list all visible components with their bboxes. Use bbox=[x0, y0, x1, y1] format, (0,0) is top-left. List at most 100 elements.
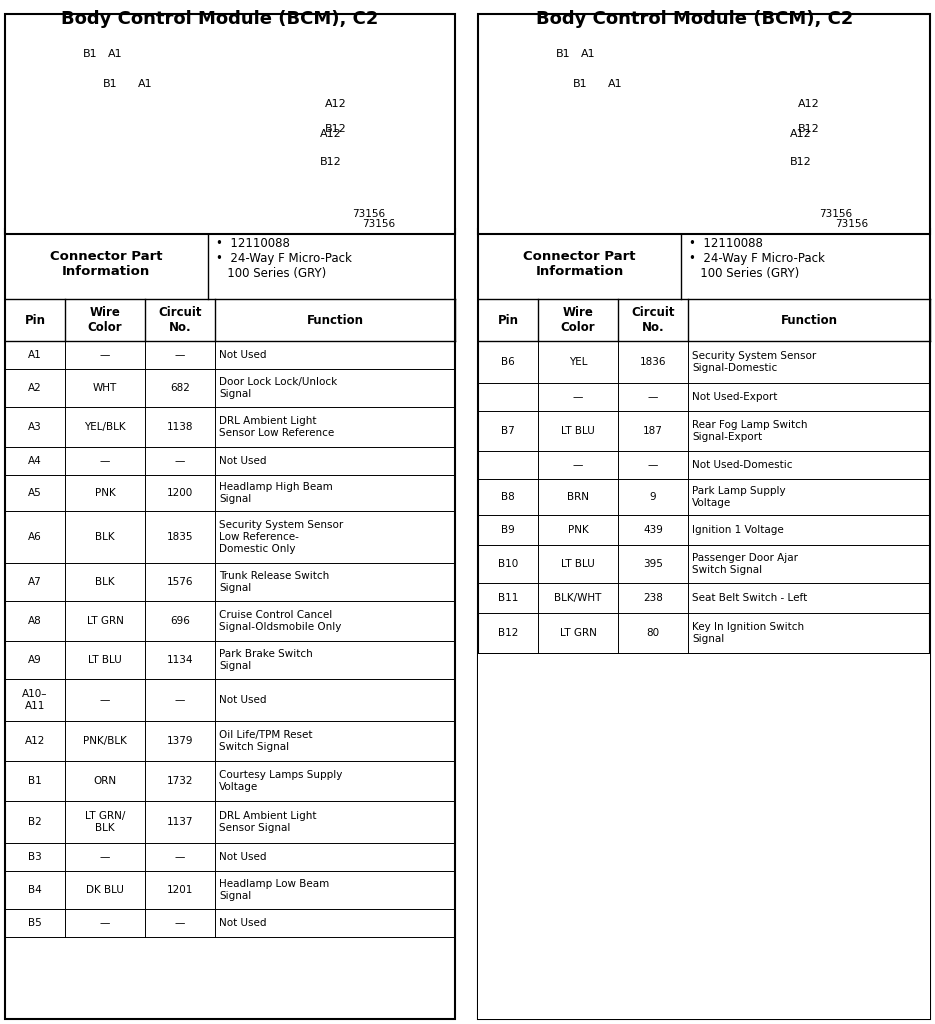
Text: 1134: 1134 bbox=[166, 655, 194, 665]
Bar bbox=[143, 145, 151, 154]
Text: —: — bbox=[175, 695, 185, 705]
Text: B3: B3 bbox=[28, 852, 42, 862]
Text: Connector Part
Information: Connector Part Information bbox=[524, 250, 636, 278]
Bar bbox=[721, 145, 729, 154]
Bar bbox=[142, 161, 151, 169]
Bar bbox=[696, 161, 704, 169]
Bar bbox=[190, 161, 198, 169]
Bar bbox=[154, 161, 163, 169]
Bar bbox=[302, 128, 308, 136]
FancyBboxPatch shape bbox=[646, 110, 660, 120]
Bar bbox=[223, 124, 231, 132]
Bar bbox=[660, 138, 669, 147]
Text: A7: A7 bbox=[28, 577, 42, 587]
Bar bbox=[648, 161, 656, 169]
Bar bbox=[731, 138, 740, 147]
Text: —: — bbox=[100, 918, 110, 928]
Bar bbox=[686, 124, 695, 132]
Bar bbox=[166, 161, 175, 169]
Text: 1201: 1201 bbox=[166, 885, 194, 895]
Text: A1: A1 bbox=[581, 49, 596, 59]
Bar bbox=[189, 145, 197, 154]
Bar bbox=[295, 143, 301, 151]
FancyBboxPatch shape bbox=[97, 118, 114, 136]
Bar bbox=[326, 148, 332, 156]
FancyBboxPatch shape bbox=[252, 96, 266, 106]
Bar bbox=[310, 128, 316, 136]
Text: Trunk Release Switch
Signal: Trunk Release Switch Signal bbox=[219, 571, 329, 593]
Bar bbox=[636, 138, 644, 147]
Bar bbox=[721, 124, 729, 132]
Bar bbox=[130, 138, 138, 147]
Bar bbox=[128, 106, 292, 172]
FancyBboxPatch shape bbox=[287, 127, 338, 181]
Bar bbox=[618, 124, 626, 132]
FancyBboxPatch shape bbox=[110, 103, 127, 122]
Text: B8: B8 bbox=[501, 492, 515, 502]
Text: A1: A1 bbox=[608, 79, 623, 89]
Bar bbox=[777, 128, 783, 136]
Bar bbox=[304, 164, 309, 171]
Bar bbox=[612, 161, 621, 169]
Bar bbox=[154, 124, 163, 132]
Bar bbox=[777, 148, 783, 156]
Bar bbox=[791, 154, 797, 161]
Text: A12: A12 bbox=[790, 129, 812, 139]
Text: Body Control Module (BCM), C2: Body Control Module (BCM), C2 bbox=[62, 10, 379, 28]
Bar bbox=[710, 145, 718, 154]
Bar bbox=[200, 145, 209, 154]
Bar bbox=[671, 138, 680, 147]
Text: —: — bbox=[175, 456, 185, 466]
FancyBboxPatch shape bbox=[770, 113, 818, 166]
Bar bbox=[310, 138, 316, 145]
Text: A9: A9 bbox=[28, 655, 42, 665]
Bar bbox=[801, 138, 807, 145]
FancyBboxPatch shape bbox=[680, 110, 694, 120]
Bar bbox=[719, 138, 727, 147]
FancyBboxPatch shape bbox=[629, 96, 642, 106]
Bar bbox=[732, 124, 741, 132]
Text: A2: A2 bbox=[28, 383, 42, 393]
FancyBboxPatch shape bbox=[727, 96, 741, 106]
Bar bbox=[773, 154, 780, 161]
Text: B1: B1 bbox=[572, 79, 587, 89]
Text: Park Brake Switch
Signal: Park Brake Switch Signal bbox=[219, 649, 312, 671]
Bar bbox=[326, 128, 332, 136]
Bar bbox=[302, 148, 308, 156]
Text: A1: A1 bbox=[108, 49, 122, 59]
Bar bbox=[237, 161, 246, 169]
Bar bbox=[600, 138, 609, 147]
Text: LT BLU: LT BLU bbox=[88, 655, 122, 665]
Bar bbox=[165, 145, 174, 154]
Bar bbox=[698, 145, 706, 154]
Bar bbox=[269, 124, 278, 132]
Bar bbox=[478, 653, 930, 1019]
Bar bbox=[246, 145, 254, 154]
Bar bbox=[166, 138, 175, 147]
Text: 395: 395 bbox=[643, 559, 663, 569]
Bar bbox=[178, 124, 185, 132]
Bar bbox=[178, 145, 185, 154]
Bar bbox=[624, 161, 633, 169]
Bar bbox=[5, 229, 455, 1019]
Bar bbox=[664, 145, 672, 154]
Bar bbox=[783, 164, 788, 171]
Bar bbox=[178, 161, 186, 169]
Bar bbox=[202, 161, 210, 169]
Text: LT BLU: LT BLU bbox=[561, 559, 595, 569]
Bar bbox=[154, 138, 163, 147]
FancyBboxPatch shape bbox=[757, 127, 808, 181]
FancyBboxPatch shape bbox=[567, 134, 584, 154]
Bar bbox=[708, 161, 716, 169]
Bar bbox=[600, 161, 609, 169]
Bar bbox=[629, 145, 638, 154]
Bar bbox=[783, 154, 788, 161]
Text: DRL Ambient Light
Sensor Low Reference: DRL Ambient Light Sensor Low Reference bbox=[219, 416, 334, 438]
Bar bbox=[791, 164, 797, 171]
Text: 73156: 73156 bbox=[352, 209, 385, 219]
Text: YEL: YEL bbox=[568, 357, 587, 367]
Text: A6: A6 bbox=[28, 532, 42, 542]
Text: 73156: 73156 bbox=[362, 219, 395, 229]
Text: Not Used: Not Used bbox=[219, 852, 266, 862]
Bar bbox=[318, 138, 324, 145]
